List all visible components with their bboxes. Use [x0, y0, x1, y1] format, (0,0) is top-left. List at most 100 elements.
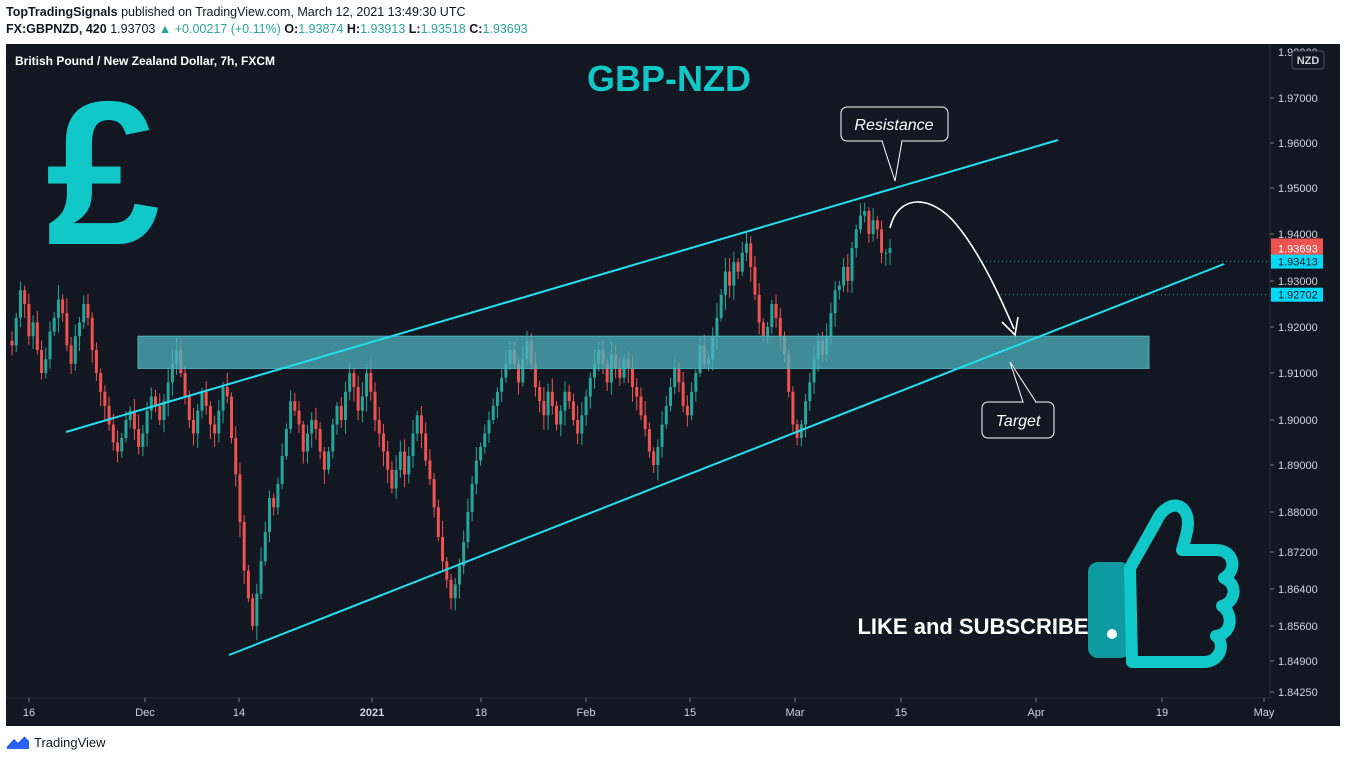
- candle-body: [373, 391, 377, 420]
- candle-body: [694, 373, 698, 392]
- price-tick-label: 1.94000: [1278, 229, 1318, 241]
- candle-body: [40, 350, 44, 373]
- price-tick-label: 1.92000: [1278, 322, 1318, 334]
- price-tick-label: 1.85600: [1278, 621, 1318, 633]
- support-trendline: [228, 263, 1225, 656]
- candle-body: [462, 542, 466, 566]
- change-value: +0.00217 (+0.11%): [174, 22, 281, 36]
- candle-body: [858, 215, 862, 230]
- candle-body: [470, 483, 474, 512]
- level-badge-lower: [1271, 287, 1323, 302]
- time-tick-label: 19: [1156, 707, 1168, 719]
- candle-body: [365, 373, 369, 397]
- candle-body: [576, 420, 580, 434]
- candle-body: [82, 304, 86, 323]
- instrument-title: British Pound / New Zealand Dollar, 7h, …: [15, 54, 275, 68]
- published-text: published on TradingView.com, March 12, …: [121, 5, 466, 19]
- price-tick-label: 1.90000: [1278, 415, 1318, 427]
- tradingview-brand[interactable]: TradingView: [6, 735, 106, 750]
- candle-body: [732, 262, 736, 286]
- price-tick-label: 1.87200: [1278, 547, 1318, 559]
- candle-body: [327, 451, 331, 470]
- candle-body: [352, 373, 356, 388]
- price-tick-label: 1.91000: [1278, 368, 1318, 380]
- candle-body: [837, 285, 841, 291]
- candle-body: [888, 248, 892, 253]
- candle-body: [673, 368, 677, 388]
- thumbs-cuff: [1088, 562, 1130, 658]
- candle-body: [854, 229, 858, 249]
- time-tick-label: 16: [23, 707, 35, 719]
- level-badge-upper: [1271, 254, 1323, 269]
- candle-body: [656, 447, 660, 465]
- candle-body: [863, 211, 867, 216]
- candle-body: [778, 317, 782, 337]
- price-chart[interactable]: Resistance Target British Pound / New Zeal…: [6, 44, 1340, 726]
- candle-body: [44, 359, 48, 373]
- chart-panel[interactable]: Resistance Target British Pound / New Zeal…: [6, 44, 1340, 726]
- candle-body: [791, 391, 795, 425]
- candle-body: [221, 387, 225, 411]
- candle-body: [441, 537, 445, 562]
- candle-body: [618, 368, 622, 378]
- candle-body: [445, 561, 449, 580]
- level-badge-upper-label: 1.93413: [1278, 257, 1318, 269]
- candle-body: [238, 474, 242, 522]
- candle-body: [479, 447, 483, 461]
- current-price-label: 1.93693: [1278, 243, 1318, 255]
- candle-body: [162, 401, 166, 420]
- candle-body: [103, 391, 107, 406]
- candle-body: [128, 410, 132, 420]
- candle-body: [90, 317, 94, 350]
- last-price: 1.93703: [110, 22, 156, 36]
- candle-body: [158, 405, 162, 420]
- time-tick-label: Feb: [577, 707, 596, 719]
- candle-body: [681, 382, 685, 406]
- candle-body: [141, 433, 145, 447]
- candle-body: [631, 368, 635, 388]
- candle-body: [314, 420, 318, 429]
- candle-body: [322, 451, 326, 470]
- change-up-icon: ▲: [158, 22, 172, 36]
- candle-body: [343, 391, 347, 420]
- thumbs-cuff-dot: [1107, 629, 1117, 639]
- candle-body: [652, 451, 656, 465]
- tradingview-logo-icon: [6, 735, 29, 749]
- candle-body: [466, 512, 470, 542]
- forecast-arrowhead-icon: [1001, 316, 1019, 337]
- candle-body: [740, 252, 744, 272]
- candle-body: [27, 304, 31, 337]
- price-tick-label: 1.96000: [1278, 138, 1318, 150]
- close-value: 1.93693: [482, 22, 528, 36]
- publisher-name[interactable]: TopTradingSignals: [6, 5, 118, 19]
- candle-body: [563, 391, 567, 411]
- candle-body: [18, 290, 22, 318]
- candle-body: [137, 429, 141, 447]
- low-value: 1.93518: [420, 22, 466, 36]
- close-label: C:: [469, 22, 483, 36]
- candle-body: [453, 584, 457, 599]
- price-tick-label: 1.84900: [1278, 656, 1318, 668]
- candle-body: [132, 410, 136, 429]
- candle-body: [669, 387, 672, 406]
- candle-body: [842, 266, 846, 286]
- candle-body: [812, 359, 816, 383]
- candle-body: [664, 405, 668, 425]
- candle-body: [360, 396, 364, 411]
- candle-body: [56, 299, 60, 318]
- candle-body: [200, 391, 204, 411]
- candle-body: [301, 424, 305, 452]
- candle-body: [381, 433, 385, 452]
- candle-body: [124, 420, 128, 438]
- candle-body: [829, 313, 833, 337]
- candle-body: [394, 469, 398, 489]
- price-tick-label: 1.93000: [1278, 276, 1318, 288]
- candle-body: [73, 336, 77, 364]
- candle-body: [424, 433, 428, 461]
- candle-body: [567, 391, 571, 402]
- candle-body: [483, 433, 487, 447]
- candle-body: [715, 317, 719, 337]
- candle-body: [339, 405, 343, 420]
- candle-body: [48, 331, 52, 360]
- candle-body: [356, 387, 360, 411]
